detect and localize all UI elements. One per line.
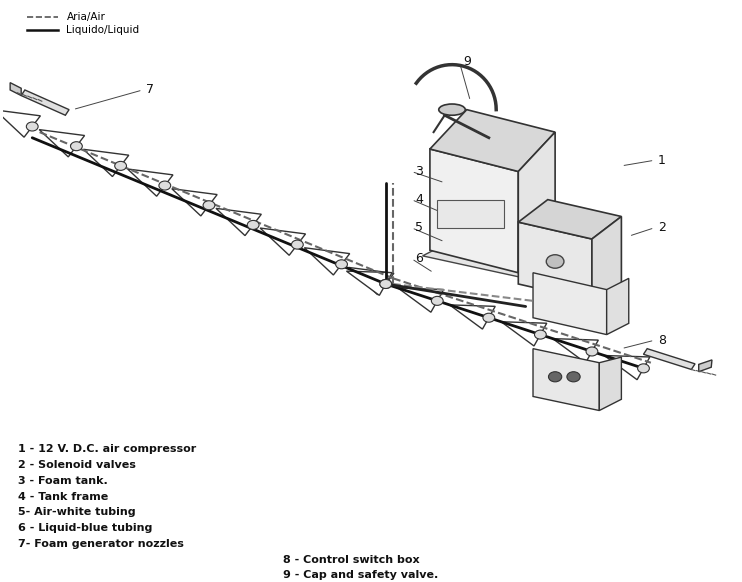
Polygon shape bbox=[349, 267, 394, 294]
Polygon shape bbox=[501, 322, 547, 346]
Polygon shape bbox=[430, 109, 555, 172]
Text: 7: 7 bbox=[146, 83, 154, 97]
Polygon shape bbox=[22, 90, 69, 115]
Polygon shape bbox=[533, 349, 600, 410]
Text: 5- Air-white tubing: 5- Air-white tubing bbox=[18, 508, 135, 517]
Polygon shape bbox=[604, 356, 650, 379]
Text: 2: 2 bbox=[658, 221, 666, 234]
Ellipse shape bbox=[431, 296, 443, 306]
Polygon shape bbox=[430, 149, 519, 273]
Ellipse shape bbox=[159, 181, 171, 190]
Polygon shape bbox=[216, 208, 261, 236]
Ellipse shape bbox=[567, 372, 580, 382]
Polygon shape bbox=[260, 228, 306, 255]
Polygon shape bbox=[347, 271, 392, 295]
Polygon shape bbox=[643, 349, 695, 370]
Text: 6: 6 bbox=[415, 252, 423, 265]
Text: 4 - Tank frame: 4 - Tank frame bbox=[18, 492, 108, 502]
Text: 2 - Solenoid valves: 2 - Solenoid valves bbox=[18, 460, 135, 470]
Polygon shape bbox=[519, 132, 555, 273]
Text: 9: 9 bbox=[463, 55, 470, 68]
Polygon shape bbox=[533, 273, 607, 335]
Polygon shape bbox=[39, 130, 85, 157]
Text: 8 - Control switch box: 8 - Control switch box bbox=[283, 555, 419, 565]
Ellipse shape bbox=[335, 260, 347, 269]
Polygon shape bbox=[10, 83, 22, 95]
Polygon shape bbox=[422, 233, 562, 278]
Polygon shape bbox=[83, 150, 129, 176]
Polygon shape bbox=[519, 222, 592, 301]
Legend: Aria/Air, Liquido/Liquid: Aria/Air, Liquido/Liquid bbox=[23, 8, 144, 40]
Ellipse shape bbox=[70, 141, 82, 151]
Polygon shape bbox=[699, 360, 712, 372]
Ellipse shape bbox=[546, 255, 564, 268]
Bar bbox=[437, 200, 504, 228]
Ellipse shape bbox=[534, 330, 546, 339]
Text: 3 - Foam tank.: 3 - Foam tank. bbox=[18, 475, 108, 486]
Ellipse shape bbox=[380, 279, 392, 289]
Text: 9 - Cap and safety valve.: 9 - Cap and safety valve. bbox=[283, 570, 438, 580]
Ellipse shape bbox=[483, 313, 495, 322]
Polygon shape bbox=[171, 189, 217, 216]
Polygon shape bbox=[519, 200, 621, 239]
Polygon shape bbox=[450, 305, 495, 329]
Polygon shape bbox=[592, 217, 621, 301]
Ellipse shape bbox=[247, 221, 259, 229]
Ellipse shape bbox=[27, 122, 38, 131]
Text: 3: 3 bbox=[415, 165, 423, 178]
Ellipse shape bbox=[439, 104, 465, 115]
Text: 5: 5 bbox=[415, 221, 423, 234]
Polygon shape bbox=[304, 248, 349, 275]
Polygon shape bbox=[600, 357, 621, 410]
Polygon shape bbox=[607, 278, 628, 335]
Text: 6 - Liquid-blue tubing: 6 - Liquid-blue tubing bbox=[18, 523, 152, 533]
Ellipse shape bbox=[203, 201, 215, 210]
Text: 1 - 12 V. D.C. air compressor: 1 - 12 V. D.C. air compressor bbox=[18, 444, 196, 455]
Ellipse shape bbox=[292, 240, 303, 249]
Ellipse shape bbox=[586, 347, 598, 356]
Polygon shape bbox=[398, 288, 444, 312]
Polygon shape bbox=[553, 339, 598, 363]
Text: 1: 1 bbox=[658, 154, 666, 167]
Text: 7- Foam generator nozzles: 7- Foam generator nozzles bbox=[18, 539, 183, 549]
Ellipse shape bbox=[548, 372, 562, 382]
Text: 4: 4 bbox=[415, 193, 423, 206]
Polygon shape bbox=[128, 169, 173, 196]
Ellipse shape bbox=[380, 279, 392, 289]
Text: 8: 8 bbox=[658, 333, 666, 347]
Polygon shape bbox=[0, 110, 40, 137]
Ellipse shape bbox=[115, 161, 126, 171]
Ellipse shape bbox=[637, 364, 649, 373]
